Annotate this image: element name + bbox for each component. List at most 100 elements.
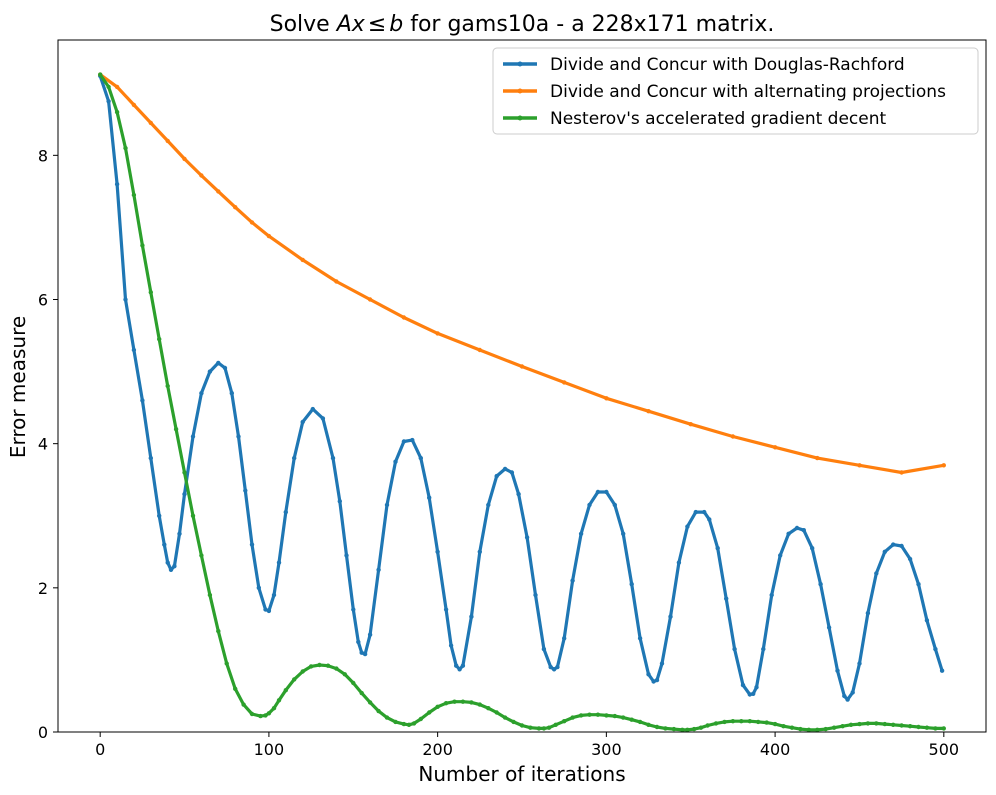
series-layer	[98, 72, 946, 732]
data-point	[831, 725, 837, 730]
legend-label: Nesterov's accelerated gradient decent	[550, 109, 886, 129]
data-point	[199, 391, 204, 396]
data-point	[685, 524, 690, 529]
data-point	[857, 721, 862, 727]
series-3	[98, 72, 946, 732]
data-point	[924, 725, 930, 730]
data-point	[663, 726, 668, 731]
data-point	[685, 727, 690, 732]
legend-marker	[517, 61, 523, 67]
data-point	[258, 713, 263, 719]
data-point	[502, 715, 508, 720]
data-point	[595, 712, 601, 717]
data-point	[106, 84, 111, 90]
plot-frame	[57, 39, 987, 733]
data-point	[182, 491, 187, 497]
x-tick-label: 300	[591, 740, 622, 759]
data-point	[452, 699, 457, 704]
data-point	[541, 646, 547, 652]
y-tick-label: 0	[38, 723, 48, 742]
data-point	[668, 614, 673, 619]
data-point	[249, 220, 255, 225]
data-point	[256, 585, 261, 590]
data-point	[629, 717, 634, 722]
data-point	[751, 691, 756, 696]
data-point	[502, 466, 508, 472]
data-point	[654, 724, 660, 730]
data-point	[148, 120, 153, 126]
data-point	[702, 509, 707, 515]
x-axis: 0 100 200 300 400 500	[95, 732, 959, 759]
data-point	[840, 724, 845, 729]
data-point	[236, 434, 241, 439]
data-point	[764, 720, 769, 725]
data-point	[249, 711, 255, 717]
data-point	[761, 646, 766, 652]
data-point	[460, 663, 466, 668]
data-point	[140, 398, 145, 403]
data-point	[229, 391, 234, 396]
y-tick-label: 4	[38, 435, 48, 454]
data-point	[933, 646, 938, 652]
data-point	[263, 607, 268, 612]
data-point	[123, 145, 128, 151]
data-point	[835, 668, 840, 673]
chart-title: Solve Ax ≤ b for gams10a - a 228x171 matri…	[270, 12, 775, 37]
data-point	[342, 672, 347, 677]
data-point	[941, 726, 946, 731]
data-point	[730, 719, 736, 724]
data-point	[300, 669, 305, 674]
data-point	[578, 713, 584, 718]
data-point	[418, 455, 423, 461]
data-point	[924, 618, 930, 623]
data-point	[216, 360, 221, 366]
data-point	[344, 553, 349, 558]
data-point	[891, 542, 896, 547]
data-point	[477, 549, 482, 554]
data-point	[457, 667, 462, 672]
data-point	[435, 549, 440, 554]
data-point	[882, 549, 887, 554]
data-point	[857, 463, 862, 468]
data-point	[850, 690, 855, 695]
data-point	[494, 473, 499, 479]
y-tick-label: 8	[38, 146, 48, 165]
data-point	[587, 502, 592, 508]
data-point	[646, 672, 651, 677]
legend-marker	[517, 88, 523, 94]
x-tick-label: 0	[95, 740, 105, 759]
data-point	[621, 531, 626, 536]
data-point	[722, 719, 727, 725]
data-point	[732, 646, 737, 652]
data-point	[806, 727, 811, 732]
data-point	[207, 592, 213, 598]
data-point	[435, 704, 440, 709]
data-point	[263, 713, 268, 718]
data-point	[899, 470, 904, 475]
data-point	[411, 721, 417, 726]
data-point	[713, 721, 719, 726]
data-point	[469, 700, 474, 705]
data-point	[612, 713, 617, 719]
data-point	[486, 502, 491, 508]
data-point	[418, 716, 423, 722]
series-line	[98, 74, 944, 702]
data-point	[842, 693, 847, 699]
data-point	[691, 726, 697, 732]
data-point	[698, 725, 704, 730]
data-point	[182, 156, 187, 162]
data-point	[818, 582, 823, 587]
data-point	[276, 560, 282, 565]
data-point	[916, 724, 921, 730]
data-point	[769, 592, 774, 598]
data-point	[435, 331, 440, 336]
data-point	[222, 365, 228, 371]
data-point	[216, 628, 221, 634]
legend-marker	[517, 115, 523, 121]
data-point	[494, 710, 499, 715]
data-point	[756, 719, 761, 725]
data-point	[595, 489, 601, 495]
data-point	[177, 531, 182, 536]
data-point	[359, 690, 364, 696]
data-point	[233, 686, 238, 691]
